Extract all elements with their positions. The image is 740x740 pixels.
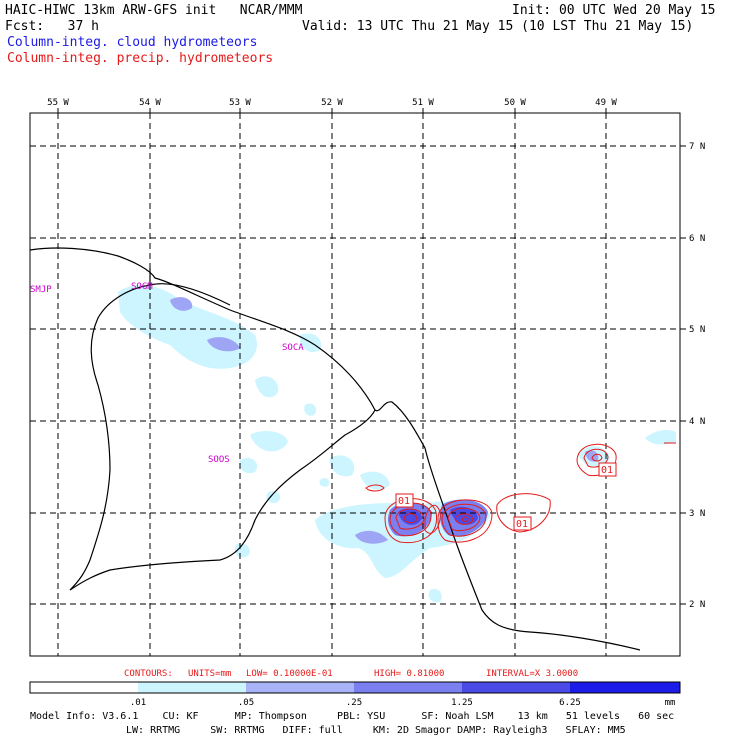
- legend-precip: Column-integ. precip. hydrometeors: [7, 51, 274, 66]
- lon-label-55w: 55 W: [47, 98, 69, 108]
- contour-info-high: HIGH= 0.81000: [374, 669, 444, 679]
- contour-labels: 01 01 01: [395, 462, 617, 531]
- lat-label-2n: 2 N: [689, 600, 705, 610]
- station-soos: SOOS: [208, 455, 230, 465]
- latitude-labels: 7 N 6 N 5 N 4 N 3 N 2 N: [689, 142, 705, 610]
- contour-info: CONTOURS: UNITS=mm LOW= 0.10000E-01 HIGH…: [124, 669, 578, 679]
- colorbar-unit: mm: [665, 698, 676, 708]
- station-smjp: SMJP: [30, 285, 52, 295]
- contour-info-interval: INTERVAL=X 3.0000: [486, 669, 578, 679]
- contour-label-2: 01: [516, 519, 528, 530]
- station-labels: SMJP SOGM SOCA SOOS: [30, 282, 304, 465]
- contour-info-contours: CONTOURS:: [124, 669, 173, 679]
- colorbar-tick-1: .01: [130, 698, 146, 708]
- model-info-line2: LW: RRTMG SW: RRTMG DIFF: full KM: 2D Sm…: [126, 725, 626, 736]
- lat-label-4n: 4 N: [689, 417, 705, 427]
- colorbar-tick-4: 1.25: [451, 698, 473, 708]
- colorbar-tick-3: .25: [346, 698, 362, 708]
- station-sogm: SOGM: [131, 282, 153, 292]
- legend-cloud: Column-integ. cloud hydrometeors: [7, 35, 258, 50]
- colorbar-swatch-1: [30, 682, 138, 693]
- forecast-hour: Fcst: 37 h: [5, 19, 99, 34]
- colorbar: .01 .05 .25 1.25 6.25 mm: [29, 681, 681, 708]
- contour-label-1: 01: [398, 496, 410, 507]
- contour-label-3: 01: [601, 465, 613, 476]
- lon-label-52w: 52 W: [321, 98, 343, 108]
- colorbar-swatch-5: [462, 682, 570, 693]
- lat-label-6n: 6 N: [689, 234, 705, 244]
- contour-info-units: UNITS=mm: [188, 669, 231, 679]
- lat-label-3n: 3 N: [689, 509, 705, 519]
- lon-label-54w: 54 W: [139, 98, 161, 108]
- colorbar-tick-2: .05: [238, 698, 254, 708]
- valid-time: Valid: 13 UTC Thu 21 May 15 (10 LST Thu …: [302, 19, 694, 34]
- colorbar-swatch-6: [570, 682, 680, 693]
- lat-label-7n: 7 N: [689, 142, 705, 152]
- lon-label-53w: 53 W: [229, 98, 251, 108]
- colorbar-swatch-2: [138, 682, 246, 693]
- contour-info-low: LOW= 0.10000E-01: [246, 669, 333, 679]
- longitude-labels: 55 W 54 W 53 W 52 W 51 W 50 W 49 W: [47, 98, 617, 108]
- colorbar-swatch-3: [246, 682, 354, 693]
- station-soca: SOCA: [282, 343, 304, 353]
- model-info-line1: Model Info: V3.6.1 CU: KF MP: Thompson P…: [30, 711, 675, 722]
- longitude-ticks: [57, 108, 607, 113]
- map-frame: [29, 112, 681, 657]
- lon-label-51w: 51 W: [412, 98, 434, 108]
- lat-label-5n: 5 N: [689, 325, 705, 335]
- latlon-grid: [30, 113, 680, 656]
- latitude-ticks: [680, 145, 686, 605]
- lon-label-49w: 49 W: [595, 98, 617, 108]
- colorbar-swatch-4: [354, 682, 462, 693]
- coastline: [30, 247, 641, 651]
- colorbar-tick-5: 6.25: [559, 698, 581, 708]
- lon-label-50w: 50 W: [504, 98, 526, 108]
- init-time: Init: 00 UTC Wed 20 May 15: [512, 3, 716, 18]
- model-title: HAIC-HIWC 13km ARW-GFS init NCAR/MMM: [5, 3, 303, 18]
- cloud-hydrometeor-fill: [118, 285, 676, 603]
